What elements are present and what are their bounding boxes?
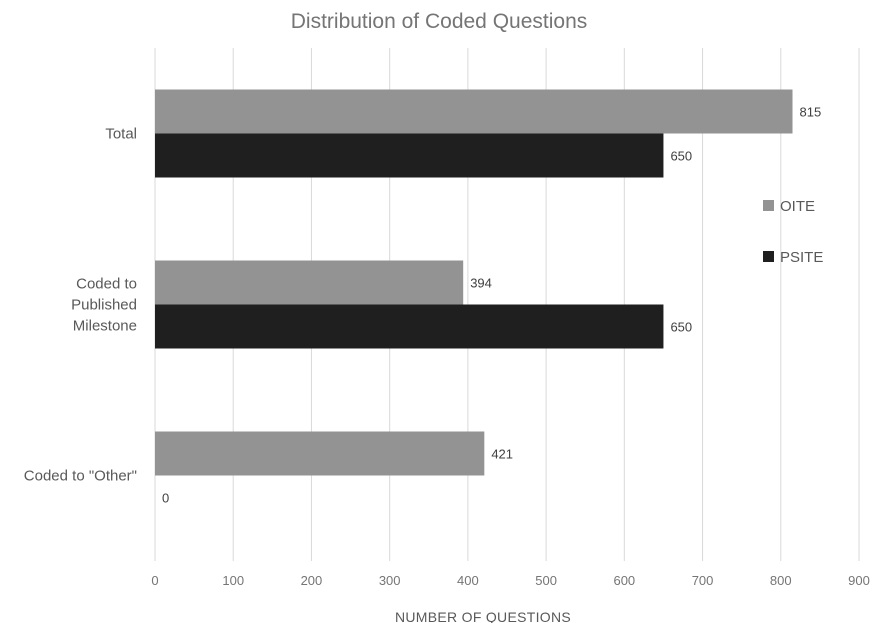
x-tick-label: 600	[613, 573, 635, 588]
data-label: 0	[162, 491, 169, 506]
legend-swatch-psite	[763, 251, 774, 262]
bar-psite	[155, 304, 664, 349]
legend-label-psite: PSITE	[780, 249, 823, 266]
category-label: Coded to "Other"	[24, 468, 137, 485]
bar-psite	[155, 133, 664, 178]
bar-oite	[155, 260, 464, 305]
category-label: Total	[105, 126, 137, 143]
x-tick-label: 900	[848, 573, 870, 588]
legend: OITE PSITE	[763, 198, 823, 266]
legend-swatch-oite	[763, 200, 774, 211]
x-tick-label: 400	[457, 573, 479, 588]
x-tick-label: 700	[692, 573, 714, 588]
category-label: Coded to Published Milestone	[71, 276, 137, 335]
x-tick-label: 800	[770, 573, 792, 588]
x-axis-title: NUMBER OF QUESTIONS	[395, 609, 571, 623]
data-label: 394	[470, 276, 492, 291]
x-tick-label: 100	[222, 573, 244, 588]
chart-title: Distribution of Coded Questions	[291, 10, 588, 33]
x-tick-labels: 0 100 200 300 400 500 600 700 800 900	[151, 573, 869, 588]
data-label: 421	[491, 447, 513, 462]
x-tick-label: 500	[535, 573, 557, 588]
data-labels: 815 650 394 650 421 0	[162, 105, 821, 506]
data-label: 815	[800, 105, 822, 120]
x-tick-label: 0	[151, 573, 158, 588]
bars	[155, 89, 793, 476]
x-tick-label: 200	[301, 573, 323, 588]
category-labels: Total Coded to Published Milestone Coded to …	[24, 126, 137, 485]
x-tick-label: 300	[379, 573, 401, 588]
bar-oite	[155, 89, 793, 134]
data-label: 650	[670, 149, 692, 164]
data-label: 650	[670, 320, 692, 335]
bar-oite	[155, 431, 485, 476]
legend-label-oite: OITE	[780, 198, 815, 215]
